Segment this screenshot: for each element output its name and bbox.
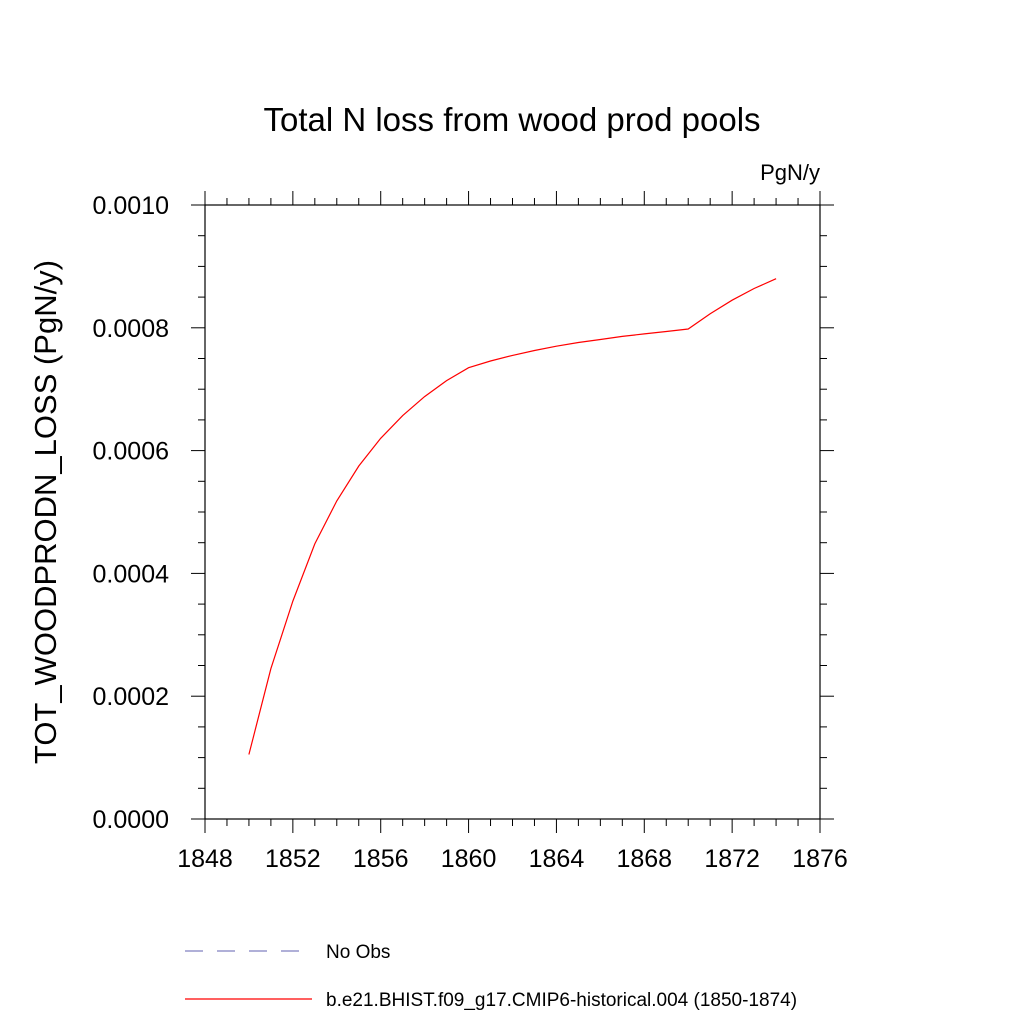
legend: No Obs b.e21.BHIST.f09_g17.CMIP6-historic… — [185, 942, 797, 1011]
x-tick-label: 1856 — [353, 845, 409, 873]
y-tick-label: 0.0006 — [93, 438, 169, 466]
chart-title: Total N loss from wood prod pools — [263, 101, 760, 138]
x-tick-label: 1868 — [616, 845, 672, 873]
y-tick-label: 0.0008 — [93, 315, 169, 343]
axes: 1848 1852 1856 1860 1864 1868 1872 1876 0.0000 0.… — [93, 191, 848, 873]
legend-label-0: No Obs — [326, 942, 390, 963]
y-tick-label: 0.0000 — [93, 806, 169, 834]
series-line-1 — [248, 278, 777, 755]
y-tick-label: 0.0010 — [93, 192, 169, 220]
y-axis-label: TOT_WOODPRODN_LOSS (PgN/y) — [28, 260, 63, 764]
x-tick-label: 1872 — [704, 845, 760, 873]
x-tick-label: 1848 — [177, 845, 233, 873]
y-tick-label: 0.0004 — [93, 560, 170, 588]
units-label: PgN/y — [760, 160, 820, 185]
x-tick-label: 1860 — [441, 845, 497, 873]
y-tick-label: 0.0002 — [93, 683, 169, 711]
plot-frame — [204, 204, 821, 820]
x-tick-label: 1852 — [265, 845, 321, 873]
series-lines — [248, 278, 777, 755]
legend-label-1: b.e21.BHIST.f09_g17.CMIP6-historical.004… — [326, 990, 797, 1011]
x-tick-label: 1876 — [792, 845, 848, 873]
x-tick-label: 1864 — [529, 845, 585, 873]
